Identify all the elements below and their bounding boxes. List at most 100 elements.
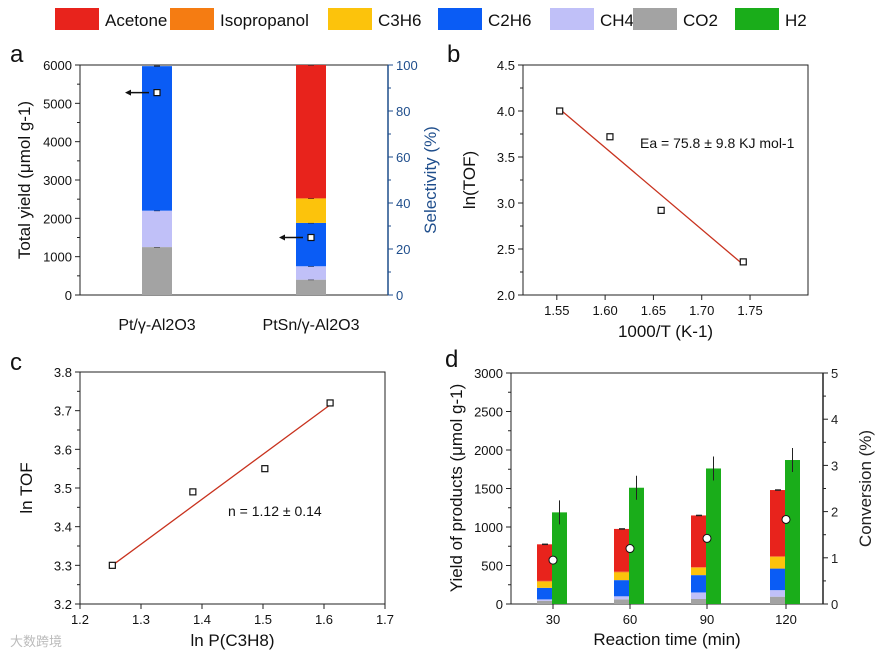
y2-axis-title: Conversion (%): [856, 430, 875, 547]
x-tick-label: 1.70: [689, 303, 714, 318]
arrow-head-icon: [125, 89, 131, 96]
bar-segment-acetone: [770, 490, 785, 557]
legend-swatch-acetone: [55, 8, 99, 30]
data-point: [739, 258, 747, 266]
bar-segment-acetone: [537, 544, 552, 581]
x-tick-label: 1.4: [193, 612, 211, 627]
y-tick-label: 1500: [474, 482, 503, 497]
y-tick-label: 3.4: [54, 520, 72, 535]
panel-label: a: [10, 41, 24, 68]
arrow-head-icon: [279, 234, 285, 241]
bar-segment-c2h6: [614, 580, 629, 597]
y-tick-label: 3000: [43, 173, 72, 188]
legend-label-isopropanol: Isopropanol: [220, 11, 309, 30]
bar-h2: [629, 487, 644, 604]
bar-segment-c3h6: [614, 572, 629, 581]
conversion-marker: [548, 555, 558, 565]
legend-swatch-c2h6: [438, 8, 482, 30]
bar-segment-c2h6: [142, 66, 172, 211]
y-tick-label: 3.6: [54, 442, 72, 457]
plot-frame: [522, 64, 809, 296]
bar-segment-acetone: [296, 65, 326, 199]
y2-tick-label: 80: [396, 104, 410, 119]
bar-segment-ch4: [296, 266, 326, 280]
bar-segment-ch4: [142, 210, 172, 248]
x-tick-label: 1.60: [592, 303, 617, 318]
y-tick-label: 1000: [474, 520, 503, 535]
x-tick-label: 1.6: [315, 612, 333, 627]
x-axis-title: 1000/T (K-1): [618, 322, 713, 341]
y-tick-label: 3.0: [497, 196, 515, 211]
annotation: n = 1.12 ± 0.14: [228, 503, 322, 519]
y-tick-label: 3000: [474, 366, 503, 381]
conversion-marker: [702, 533, 712, 543]
x-axis-title: ln P(C3H8): [190, 631, 274, 650]
bar-h2: [785, 460, 800, 604]
y-tick-label: 2000: [43, 211, 72, 226]
y2-tick-label: 0: [831, 597, 838, 612]
watermark: 大数跨境: [10, 634, 62, 649]
plot-frame: [79, 371, 386, 605]
panel-d: d 0 500 1000 1500 2000 2500 3000 0 1 2 3 4 5 Conversio…: [445, 346, 875, 649]
bar-segment-c2h6: [770, 568, 785, 591]
x-tick-label: 1.7: [376, 612, 394, 627]
legend-label-h2: H2: [785, 11, 807, 30]
y-axis-title: ln TOF: [17, 462, 36, 513]
x-tick-label: 1.75: [737, 303, 762, 318]
legend-label-c3h6: C3H6: [378, 11, 421, 30]
y2-tick-label: 1: [831, 551, 838, 566]
data-point: [261, 465, 269, 473]
y-tick-label: 500: [481, 559, 503, 574]
bar-segment-ch4: [614, 596, 629, 600]
y-tick-label: 3.7: [54, 404, 72, 419]
panel-a: a 0 1000 2000 3000 4000 5000 6000 0 20 40 60 80 100 Se…: [10, 41, 440, 334]
y-tick-label: 3.3: [54, 558, 72, 573]
panel-label: b: [447, 41, 460, 68]
x-tick-label: 1.5: [254, 612, 272, 627]
x-axis-title: Reaction time (min): [593, 630, 740, 649]
bar-segment-c2h6: [691, 575, 706, 593]
data-point: [108, 561, 116, 569]
y-tick-label: 0: [65, 288, 72, 303]
bar-segment-ch4: [691, 592, 706, 599]
y2-tick-label: 20: [396, 242, 410, 257]
panel-label: c: [10, 349, 22, 376]
legend-swatch-isopropanol: [170, 8, 214, 30]
bar-segment-co2: [296, 279, 326, 295]
bar-segment-co2: [691, 598, 706, 604]
bar-segment-c3h6: [537, 581, 552, 588]
bar-segment-c3h6: [770, 557, 785, 569]
y-tick-label: 3.5: [497, 150, 515, 165]
y-tick-label: 2.0: [497, 288, 515, 303]
bar-segment-co2: [770, 596, 785, 604]
x-tick-label: 30: [546, 612, 560, 627]
bar-segment-ch4: [770, 590, 785, 597]
selectivity-marker: [153, 88, 161, 97]
x-tick-label: 90: [700, 612, 714, 627]
fit-line: [559, 108, 744, 266]
fit-line: [111, 404, 331, 566]
x-tick-label: 1.2: [71, 612, 89, 627]
x-tick-label: 1.65: [641, 303, 666, 318]
y-tick-label: 6000: [43, 58, 72, 73]
selectivity-marker: [307, 233, 315, 242]
x-tick-label: 1.55: [544, 303, 569, 318]
bar-segment-isopropanol: [691, 567, 706, 568]
y2-tick-label: 5: [831, 366, 838, 381]
panel-c: c 3.2 3.3 3.4 3.5 3.6 3.7 3.8 1.2 1.3 1.4 1.5 1.6 1.7…: [10, 349, 394, 650]
y-tick-label: 1000: [43, 250, 72, 265]
legend-swatch-c3h6: [328, 8, 372, 30]
legend-swatch-ch4: [550, 8, 594, 30]
data-point: [657, 206, 665, 214]
x-category-label: Pt/γ-Al2O3: [118, 317, 195, 334]
bar-segment-co2: [614, 599, 629, 604]
y-axis-title: ln(TOF): [460, 151, 479, 209]
bar-segment-acetone: [691, 515, 706, 568]
plot-frame: [79, 64, 389, 296]
bar-h2: [552, 512, 567, 604]
data-point: [326, 399, 334, 407]
y2-tick-label: 0: [396, 288, 403, 303]
panel-b: b 2.0 2.5 3.0 3.5 4.0 4.5 1.55 1.60 1.65 1.70 1.75 1…: [447, 41, 809, 341]
data-point: [556, 107, 564, 115]
bar-segment-isopropanol: [614, 571, 629, 573]
